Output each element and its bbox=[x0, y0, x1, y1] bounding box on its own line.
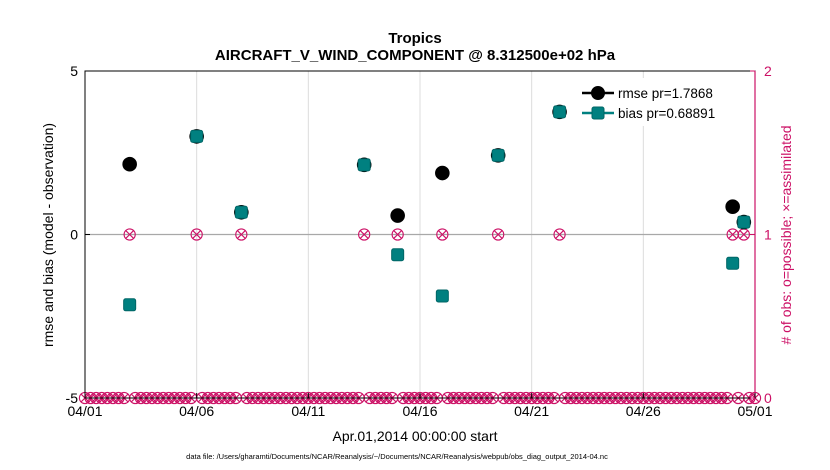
obs-count-one-marker bbox=[492, 228, 505, 241]
obs-possible-circle bbox=[190, 228, 203, 241]
chart-title: Tropics bbox=[388, 30, 441, 47]
obs-assimilated-cross bbox=[437, 229, 447, 240]
obs-possible-circle bbox=[492, 228, 505, 241]
obs-assimilated-cross bbox=[728, 229, 738, 240]
obs-possible-circle bbox=[553, 228, 566, 241]
bias-point bbox=[726, 256, 740, 270]
obs-count-one-marker bbox=[235, 228, 248, 241]
y-right-tick-label: 1 bbox=[764, 227, 772, 243]
bias-point bbox=[553, 105, 567, 119]
y-axis-label-right: # of obs: o=possible; ×=assimilated bbox=[778, 125, 794, 344]
y-axis-label-left: rmse and bias (model - observation) bbox=[40, 123, 56, 347]
x-tick-label: 04/01 bbox=[67, 403, 102, 419]
obs-assimilated-cross bbox=[493, 229, 503, 240]
y-right-tick-label: 0 bbox=[764, 390, 772, 406]
legend-label-rmse: rmse pr=1.7868 bbox=[618, 86, 713, 101]
x-tick-label: 04/21 bbox=[514, 403, 549, 419]
obs-possible-circle bbox=[235, 228, 248, 241]
bias-point bbox=[491, 148, 505, 162]
obs-count-one-marker bbox=[358, 228, 371, 241]
obs-count-one-marker bbox=[436, 228, 449, 241]
obs-assimilated-cross bbox=[125, 229, 135, 240]
obs-count-one-marker bbox=[123, 228, 136, 241]
series-layer bbox=[122, 104, 752, 312]
obs-assimilated-cross bbox=[359, 229, 369, 240]
x-axis-label: Apr.01,2014 00:00:00 start bbox=[332, 428, 497, 444]
y-left-tick-label: -5 bbox=[66, 390, 79, 406]
axis-ticks-layer: 04/01 04/06 04/11 04/16 04/21 04/26 05/01 -5 0 5 0… bbox=[66, 63, 773, 419]
chart-subtitle: AIRCRAFT_V_WIND_COMPONENT @ 8.312500e+02… bbox=[215, 47, 616, 64]
bias-point bbox=[737, 215, 751, 229]
obs-count-one-marker bbox=[190, 228, 203, 241]
rmse-point bbox=[390, 208, 405, 223]
obs-possible-circle bbox=[358, 228, 371, 241]
legend-marker-bias bbox=[591, 106, 605, 120]
bias-point bbox=[357, 158, 371, 172]
obs-assimilated-cross bbox=[393, 229, 403, 240]
x-tick-label: 05/01 bbox=[737, 403, 772, 419]
bias-point bbox=[234, 205, 248, 219]
obs-possible-circle bbox=[391, 228, 404, 241]
obs-count-one-marker bbox=[391, 228, 404, 241]
rmse-point bbox=[435, 165, 450, 181]
data-file-footnote: data file: /Users/gharamti/Documents/NCA… bbox=[186, 452, 608, 461]
obs-assimilated-cross bbox=[739, 229, 749, 240]
obs-assimilated-cross bbox=[554, 229, 565, 240]
rmse-point bbox=[122, 156, 137, 172]
x-tick-label: 04/16 bbox=[402, 403, 437, 419]
legend-label-bias: bias pr=0.68891 bbox=[618, 106, 715, 121]
bias-point bbox=[435, 289, 449, 303]
bias-point bbox=[391, 248, 405, 262]
y-right-tick-label: 2 bbox=[764, 63, 772, 79]
legend: rmse pr=1.7868 bias pr=0.68891 bbox=[578, 78, 750, 126]
bias-point bbox=[190, 129, 204, 143]
bias-point bbox=[123, 298, 137, 312]
legend-marker-rmse bbox=[591, 86, 605, 100]
x-tick-label: 04/11 bbox=[291, 403, 325, 419]
rmse-point bbox=[725, 199, 740, 215]
obs-assimilated-cross bbox=[236, 229, 246, 240]
obs-possible-circle bbox=[436, 228, 449, 241]
obs-assimilated-cross bbox=[192, 229, 202, 240]
x-tick-label: 04/06 bbox=[179, 403, 214, 419]
obs-possible-circle bbox=[123, 228, 136, 241]
x-tick-label: 04/26 bbox=[626, 403, 661, 419]
y-left-tick-label: 0 bbox=[70, 227, 78, 243]
y-left-tick-label: 5 bbox=[70, 63, 78, 79]
legend-box bbox=[578, 78, 750, 126]
obs-count-one-marker bbox=[553, 228, 566, 241]
